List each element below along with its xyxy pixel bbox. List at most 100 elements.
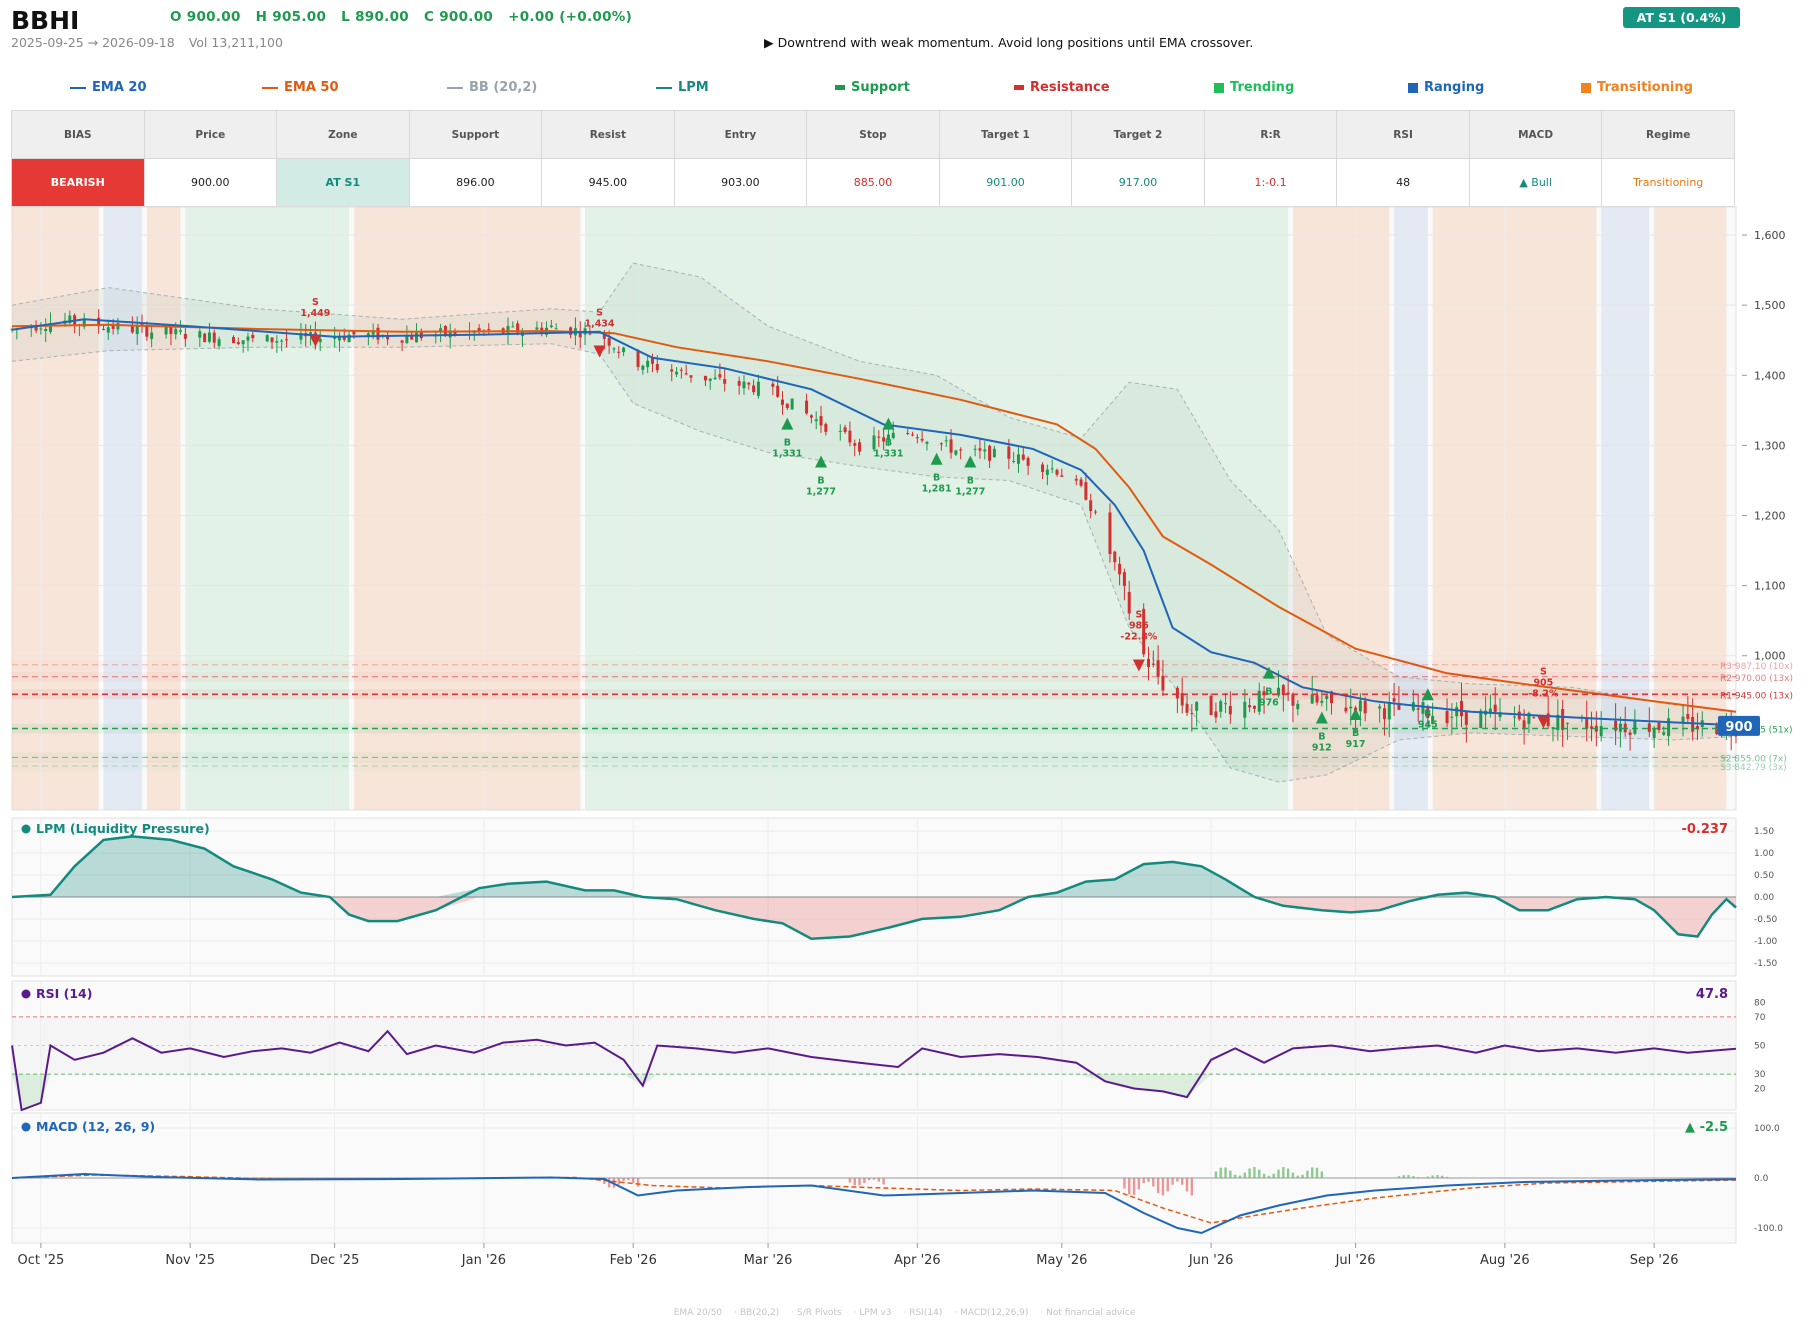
candle-body	[689, 375, 693, 378]
cell-entry: 903.00	[673, 158, 808, 207]
cell-support: 896.00	[408, 158, 543, 207]
legend-item-trending: Trending	[1214, 80, 1294, 95]
macd-histogram-bar	[622, 1178, 625, 1181]
candle-body	[843, 427, 847, 433]
candle-body	[1382, 708, 1386, 720]
candle-body	[246, 336, 250, 341]
open-value: O 900.00	[170, 9, 241, 25]
candle-body	[342, 336, 346, 340]
macd-histogram-bar	[1286, 1168, 1290, 1178]
buy-signal-price: 1,281	[922, 484, 952, 495]
macd-histogram-bar	[1315, 1167, 1319, 1178]
candle-body	[1546, 713, 1550, 726]
price-tick-label: 1,500	[1754, 299, 1786, 312]
legend-label: Trending	[1230, 80, 1295, 95]
candle-body	[236, 342, 240, 345]
candle-body	[939, 443, 943, 445]
legend-swatch	[1581, 82, 1591, 93]
candle-body	[675, 371, 679, 375]
macd-histogram-bar	[607, 1178, 611, 1188]
candle-body	[1667, 718, 1671, 737]
lpm-line	[11, 835, 1737, 940]
macd-title: MACD (12, 26, 9)	[36, 1119, 155, 1134]
macd-histogram-bar	[1306, 1170, 1309, 1178]
candle-body	[1195, 701, 1199, 711]
cell-rsi: 48	[1336, 158, 1470, 207]
x-tick-label: Jun '26	[1188, 1253, 1234, 1268]
macd-histogram-bar	[1431, 1175, 1434, 1178]
candle-body	[988, 445, 992, 461]
candle-body	[1522, 720, 1526, 730]
x-tick-label: May '26	[1036, 1253, 1087, 1268]
macd-histogram-bar	[1277, 1169, 1280, 1178]
candle-body	[1464, 711, 1468, 725]
candle-body	[949, 439, 953, 453]
macd-histogram-bar	[1282, 1167, 1285, 1178]
macd-histogram-bar	[1176, 1178, 1179, 1182]
buy-signal-marker	[1262, 666, 1275, 679]
candle-body	[713, 377, 717, 380]
close-value: C 900.00	[423, 9, 494, 25]
candle-body	[1228, 705, 1232, 715]
macd-histogram-bar	[1301, 1174, 1304, 1178]
candle-body	[978, 448, 982, 451]
footer-item: EMA 20/50	[673, 1308, 723, 1318]
candle-body	[1460, 700, 1464, 717]
candle-body	[1296, 703, 1300, 710]
legend-item-ema-20: EMA 20	[70, 80, 147, 95]
rsi-line	[11, 1029, 1737, 1112]
rsi-tick-label: 70	[1754, 1013, 1766, 1023]
x-tick-label: Dec '25	[310, 1253, 359, 1268]
candle-body	[1257, 690, 1261, 712]
candle-body	[1657, 722, 1661, 730]
candle-body	[1291, 694, 1295, 706]
trend-note: ▶ Downtrend with weak momentum. Avoid lo…	[764, 35, 1254, 50]
candle-body	[516, 323, 520, 333]
macd-histogram-bar	[1161, 1178, 1165, 1196]
candle-body	[1016, 454, 1020, 464]
legend-swatch	[70, 86, 86, 89]
candle-body	[670, 369, 674, 372]
zone-badge: AT S1 (0.4%)	[1623, 7, 1740, 28]
lpm-tick-label: 0.50	[1754, 871, 1774, 881]
candle-body	[1691, 717, 1695, 732]
candle-body	[1426, 707, 1430, 719]
x-tick-label: Nov '25	[165, 1253, 215, 1268]
change-value: +0.00 (+0.00%)	[508, 9, 633, 25]
macd-histogram-bar	[1272, 1173, 1275, 1178]
macd-histogram-bar	[1407, 1175, 1410, 1178]
col-header-macd: MACD	[1468, 110, 1603, 159]
footer-item: · BB(20,2)	[734, 1308, 780, 1318]
cell-bias: BEARISH	[11, 158, 145, 207]
candle-body	[207, 332, 211, 342]
col-header-entry: Entry	[673, 110, 808, 159]
rsi-tick-label: 80	[1754, 999, 1766, 1009]
candle-body	[44, 329, 48, 332]
buy-signal-price: 945	[1418, 719, 1438, 730]
macd-title-dot	[21, 1122, 31, 1132]
buy-signal-marker	[781, 417, 794, 430]
legend-label: Ranging	[1424, 80, 1485, 95]
candle-body	[448, 330, 452, 338]
candle-body	[1118, 563, 1122, 575]
volume-text: Vol 13,211,100	[188, 35, 283, 50]
candle-body	[1488, 708, 1492, 713]
candle-body	[646, 360, 650, 368]
candle-body	[1262, 691, 1266, 696]
macd-histogram-bar	[858, 1178, 861, 1186]
candle-body	[130, 324, 134, 333]
macd-histogram-bar	[632, 1178, 635, 1183]
cell-zone: AT S1	[276, 158, 410, 207]
buy-signal-marker	[1421, 688, 1434, 701]
candle-body	[280, 340, 284, 342]
low-value: L 890.00	[341, 9, 409, 25]
candle-body	[97, 317, 101, 327]
candle-body	[1248, 705, 1252, 708]
regime-band-ranging	[103, 207, 143, 810]
candle-body	[203, 333, 207, 343]
candle-body	[140, 322, 144, 326]
candle-body	[376, 327, 380, 340]
x-tick-label: Aug '26	[1480, 1253, 1530, 1268]
candle-body	[101, 329, 105, 331]
buy-signal-letter: B	[1352, 728, 1359, 739]
